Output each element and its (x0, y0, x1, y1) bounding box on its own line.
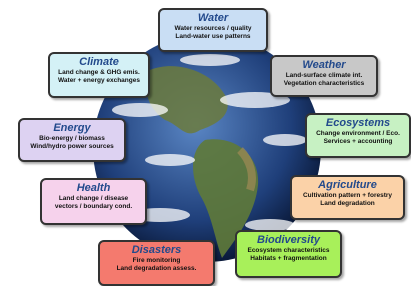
topic-line: Land-water use patterns (163, 33, 263, 41)
topic-line: Ecosystem characteristics (240, 247, 337, 255)
topic-line: Fire monitoring (103, 257, 210, 265)
topic-line: Land change & GHG emis. (53, 69, 145, 77)
topic-title: Disasters (103, 244, 210, 257)
topic-title: Energy (23, 122, 121, 135)
topic-line: Services + accounting (310, 138, 406, 146)
topic-line: Wind/hydro power sources (23, 143, 121, 151)
topic-line: Water + energy exchanges (53, 77, 145, 85)
topic-line: Habitats + fragmentation (240, 255, 337, 263)
topic-title: Weather (275, 59, 373, 72)
topic-title: Water (163, 12, 263, 25)
topic-line: vectors / boundary cond. (45, 203, 142, 211)
topic-title: Ecosystems (310, 117, 406, 130)
topic-line: Water resources / quality (163, 25, 263, 33)
topic-title: Biodiversity (240, 234, 337, 247)
topic-line: Cultivation pattern + forestry (295, 192, 400, 200)
topic-title: Agriculture (295, 179, 400, 192)
topic-line: Land degradation assess. (103, 265, 210, 273)
topic-title: Health (45, 182, 142, 195)
topic-line: Change environment / Eco. (310, 130, 406, 138)
topic-title: Climate (53, 56, 145, 69)
topic-line: Vegetation characteristics (275, 80, 373, 88)
diagram: WaterWater resources / qualityLand-water… (0, 0, 411, 286)
topic-line: Land degradation (295, 200, 400, 208)
topic-line: Bio-energy / biomass (23, 135, 121, 143)
topic-line: Land change / disease (45, 195, 142, 203)
topic-line: Land-surface climate int. (275, 72, 373, 80)
